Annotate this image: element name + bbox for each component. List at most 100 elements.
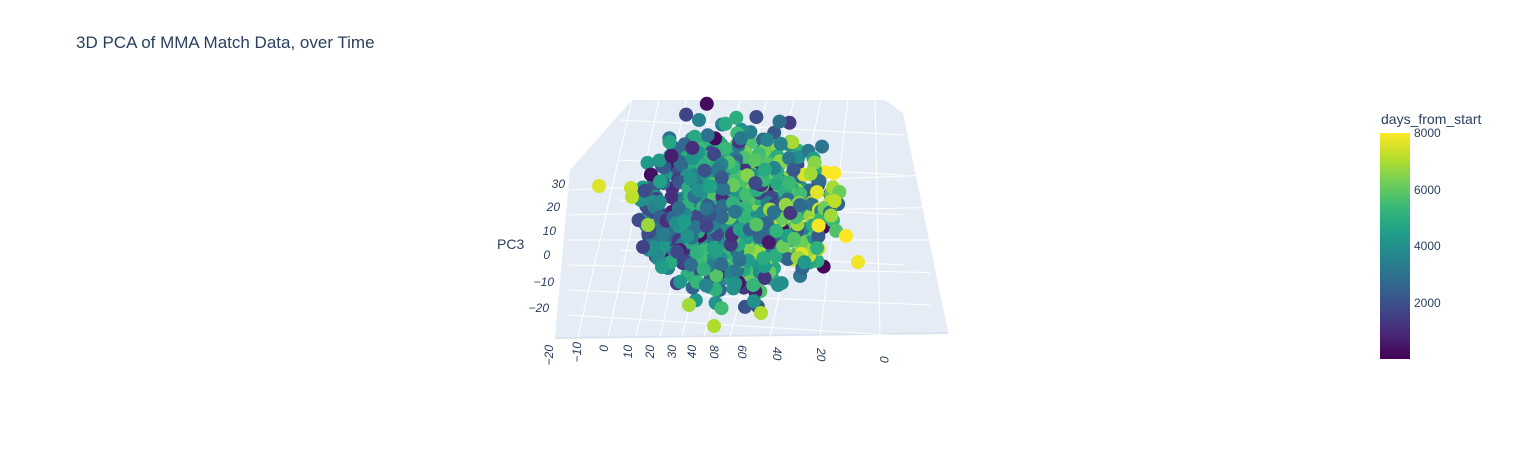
- data-point[interactable]: [728, 276, 743, 291]
- data-point[interactable]: [652, 195, 667, 209]
- data-point[interactable]: [739, 187, 753, 202]
- data-point[interactable]: [697, 163, 712, 178]
- data-point[interactable]: [699, 201, 714, 216]
- data-point[interactable]: [653, 174, 668, 189]
- data-point[interactable]: [707, 147, 721, 162]
- data-point[interactable]: [734, 131, 748, 145]
- data-point[interactable]: [692, 113, 706, 127]
- data-point[interactable]: [772, 114, 787, 129]
- data-point[interactable]: [679, 107, 694, 122]
- data-point[interactable]: [811, 229, 826, 244]
- data-point[interactable]: [592, 179, 606, 193]
- data-point[interactable]: [728, 204, 742, 219]
- data-point[interactable]: [782, 151, 797, 166]
- data-point[interactable]: [782, 175, 796, 190]
- data-point[interactable]: [769, 223, 784, 238]
- data-point[interactable]: [709, 268, 724, 283]
- data-point[interactable]: [655, 260, 669, 274]
- data-point[interactable]: [754, 306, 768, 320]
- data-point[interactable]: [714, 257, 729, 272]
- data-point[interactable]: [747, 153, 762, 168]
- data-point[interactable]: [761, 235, 776, 250]
- data-point[interactable]: [718, 116, 733, 131]
- data-point[interactable]: [682, 298, 696, 312]
- data-point[interactable]: [716, 181, 731, 196]
- data-point[interactable]: [699, 96, 714, 111]
- data-point[interactable]: [718, 141, 733, 156]
- data-point[interactable]: [793, 198, 808, 213]
- data-point[interactable]: [671, 201, 686, 216]
- data-point[interactable]: [685, 140, 700, 155]
- data-point[interactable]: [641, 218, 655, 232]
- data-point[interactable]: [706, 241, 721, 256]
- data-point[interactable]: [680, 229, 695, 243]
- x-tick-label: 0: [597, 345, 611, 352]
- data-point[interactable]: [662, 135, 677, 149]
- data-point[interactable]: [646, 240, 661, 255]
- data-point[interactable]: [851, 255, 865, 269]
- data-point[interactable]: [827, 194, 842, 209]
- data-point[interactable]: [785, 135, 800, 150]
- data-point[interactable]: [677, 215, 692, 229]
- data-point[interactable]: [699, 219, 714, 234]
- data-point[interactable]: [749, 217, 764, 232]
- data-point[interactable]: [637, 183, 652, 198]
- data-point[interactable]: [691, 183, 706, 198]
- chart-title: 3D PCA of MMA Match Data, over Time: [76, 33, 375, 52]
- data-point[interactable]: [839, 229, 853, 243]
- data-point[interactable]: [746, 278, 761, 293]
- data-point[interactable]: [766, 205, 781, 220]
- data-point[interactable]: [786, 162, 801, 177]
- data-point[interactable]: [664, 149, 679, 163]
- data-point[interactable]: [732, 222, 747, 237]
- data-point[interactable]: [746, 294, 761, 309]
- data-point[interactable]: [760, 132, 775, 147]
- data-point[interactable]: [803, 166, 818, 181]
- data-point[interactable]: [807, 155, 822, 170]
- data-point[interactable]: [699, 278, 713, 293]
- data-point[interactable]: [683, 171, 698, 186]
- data-point[interactable]: [771, 278, 785, 292]
- data-point[interactable]: [652, 153, 667, 168]
- data-point[interactable]: [700, 128, 715, 143]
- data-point[interactable]: [768, 248, 783, 263]
- data-point[interactable]: [656, 227, 671, 242]
- data-point[interactable]: [684, 257, 698, 272]
- data-point[interactable]: [748, 176, 763, 191]
- data-point[interactable]: [773, 136, 788, 151]
- data-point[interactable]: [749, 110, 764, 124]
- data-point[interactable]: [714, 301, 729, 316]
- data-points: [592, 96, 865, 333]
- data-point[interactable]: [685, 151, 700, 166]
- x-tick-label: 40: [685, 345, 699, 359]
- data-point[interactable]: [707, 319, 721, 333]
- data-point[interactable]: [824, 208, 838, 223]
- data-point[interactable]: [810, 185, 824, 200]
- data-point[interactable]: [729, 110, 744, 125]
- data-point[interactable]: [664, 190, 679, 205]
- data-point[interactable]: [757, 271, 772, 285]
- data-point[interactable]: [787, 231, 802, 246]
- data-point[interactable]: [714, 210, 729, 224]
- data-point[interactable]: [696, 262, 711, 277]
- data-point[interactable]: [703, 179, 718, 194]
- data-point[interactable]: [689, 245, 704, 260]
- data-point[interactable]: [756, 251, 771, 266]
- data-point[interactable]: [674, 157, 689, 172]
- data-point[interactable]: [737, 211, 752, 226]
- data-point[interactable]: [757, 162, 772, 177]
- data-point[interactable]: [783, 206, 798, 220]
- data-point[interactable]: [673, 274, 688, 289]
- data-point[interactable]: [797, 255, 812, 270]
- data-point[interactable]: [625, 190, 639, 204]
- z-gridline: [567, 314, 931, 338]
- x-tick-label: 20: [643, 345, 657, 360]
- data-point[interactable]: [687, 129, 702, 144]
- data-point[interactable]: [810, 241, 824, 255]
- data-point[interactable]: [714, 170, 729, 185]
- data-point[interactable]: [640, 155, 655, 170]
- data-point[interactable]: [636, 240, 650, 254]
- data-point[interactable]: [811, 218, 826, 233]
- data-point[interactable]: [815, 139, 829, 154]
